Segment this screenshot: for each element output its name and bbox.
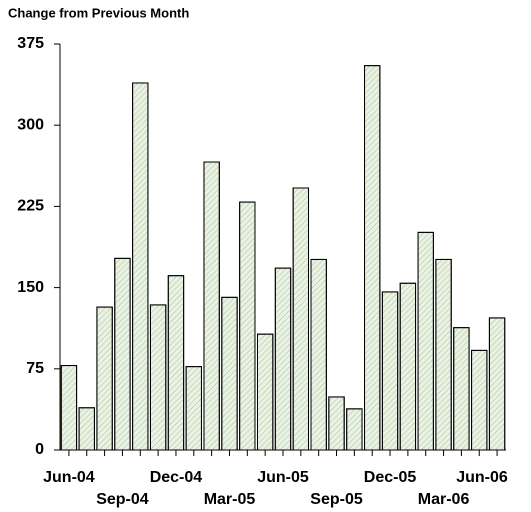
bar-hatch [78,407,95,451]
y-tick-label: 300 [17,116,44,133]
x-tick-label: Jun-04 [43,469,95,486]
bar-hatch [114,257,131,451]
bar-hatch [471,349,488,451]
x-tick-label: Jun-05 [257,469,309,486]
y-tick-label: 150 [17,279,44,296]
y-tick-label: 75 [26,360,44,377]
bar-hatch [488,317,506,451]
x-tick-label: Dec-04 [150,469,203,486]
x-tick-label: Sep-04 [96,491,149,508]
bar-hatch [274,267,292,451]
bar-hatch [364,65,381,451]
y-tick-label: 375 [17,35,44,52]
bar-hatch [60,365,78,451]
bar-hatch [381,291,399,451]
bar-hatch [435,258,452,451]
bar-hatch [203,161,220,451]
bar-hatch [417,231,434,451]
x-tick-label: Jun-06 [456,469,508,486]
bar-hatch [239,201,256,451]
x-tick-label: Dec-05 [364,469,417,486]
x-tick-label: Mar-05 [204,491,256,508]
bar-hatch [149,304,167,451]
bar-hatch [221,296,238,451]
bar-hatch [328,396,345,451]
bar-hatch [453,327,470,451]
y-tick-label: 225 [17,198,44,215]
y-tick-label: 0 [35,441,44,458]
chart-title: Change from Previous Month [8,5,189,20]
x-tick-label: Sep-05 [310,491,363,508]
bar-hatch [292,187,310,451]
bar-hatch [399,282,417,451]
bar-hatch [346,408,363,451]
bar-hatch [96,306,113,451]
bar-hatch [132,82,149,451]
bar-hatch [185,366,202,451]
bar-hatch [256,333,274,451]
bar-hatch [167,275,185,451]
bar-hatch [310,258,327,451]
x-tick-label: Mar-06 [418,491,470,508]
